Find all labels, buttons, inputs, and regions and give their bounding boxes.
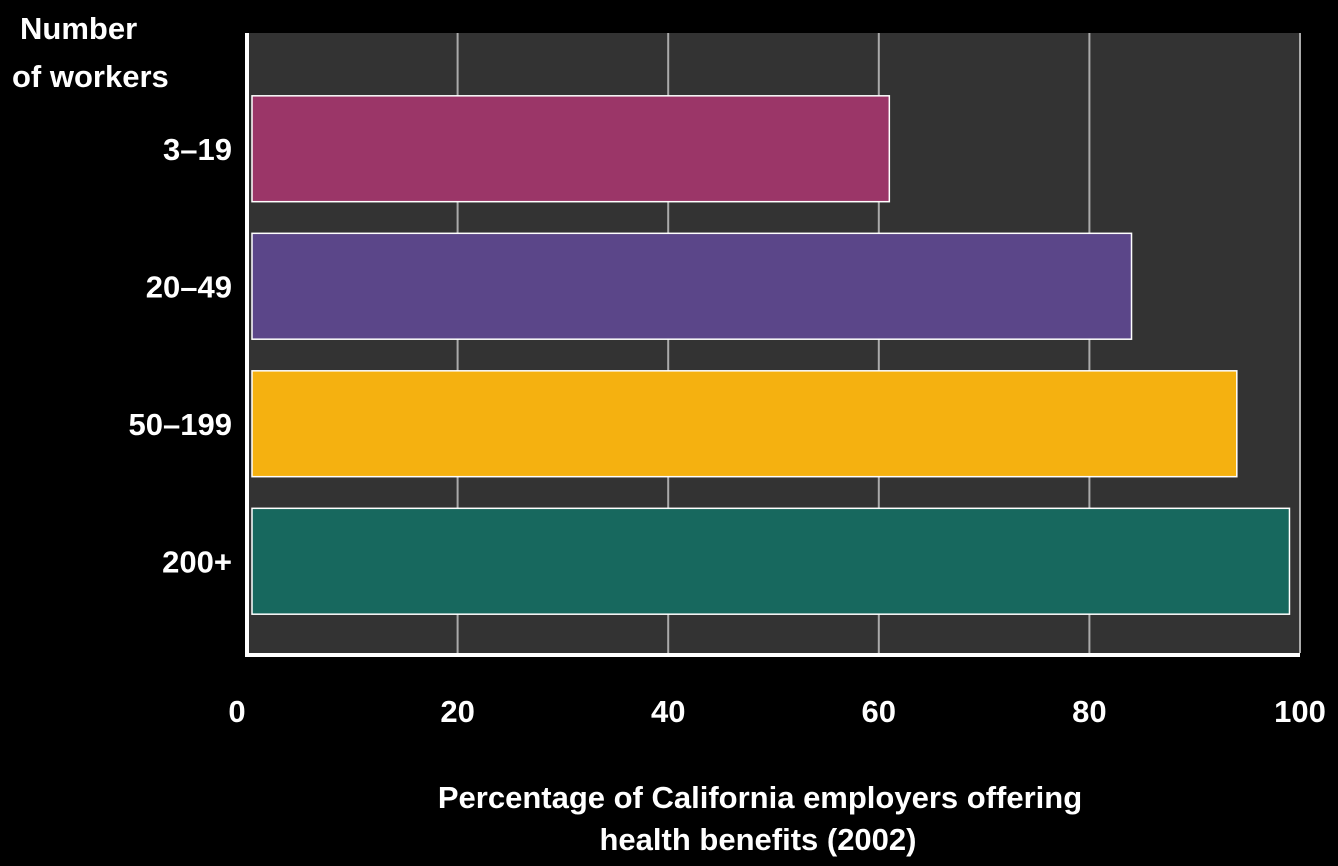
axes: [245, 33, 1300, 657]
y-axis-title: Number of workers: [12, 11, 169, 94]
bar-3: [251, 370, 1238, 478]
bar-4: [251, 507, 1291, 615]
x-axis-title-line-1: Percentage of California employers offer…: [438, 780, 1082, 815]
y-axis-title-line-1: Number: [20, 11, 137, 46]
category-label-1: 3–19: [163, 132, 232, 167]
x-tick-label-20: 20: [440, 694, 474, 729]
x-axis-title-line-2: health benefits (2002): [600, 822, 917, 857]
y-axis-title-line-2: of workers: [12, 59, 169, 94]
x-axis-title: Percentage of California employers offer…: [438, 780, 1082, 857]
x-tick-label-100: 100: [1274, 694, 1326, 729]
x-tick-labels: 0 20 40 60 80 100: [228, 694, 1325, 729]
bar-2: [251, 232, 1133, 340]
x-tick-label-40: 40: [651, 694, 685, 729]
bars: [251, 95, 1291, 615]
category-label-4: 200+: [162, 544, 232, 579]
x-tick-label-60: 60: [862, 694, 896, 729]
x-tick-label-0: 0: [228, 694, 245, 729]
category-label-2: 20–49: [146, 269, 232, 304]
category-labels: 3–19 20–49 50–199 200+: [129, 132, 232, 580]
category-label-3: 50–199: [129, 407, 232, 442]
bar-1: [251, 95, 891, 203]
x-tick-label-80: 80: [1072, 694, 1106, 729]
